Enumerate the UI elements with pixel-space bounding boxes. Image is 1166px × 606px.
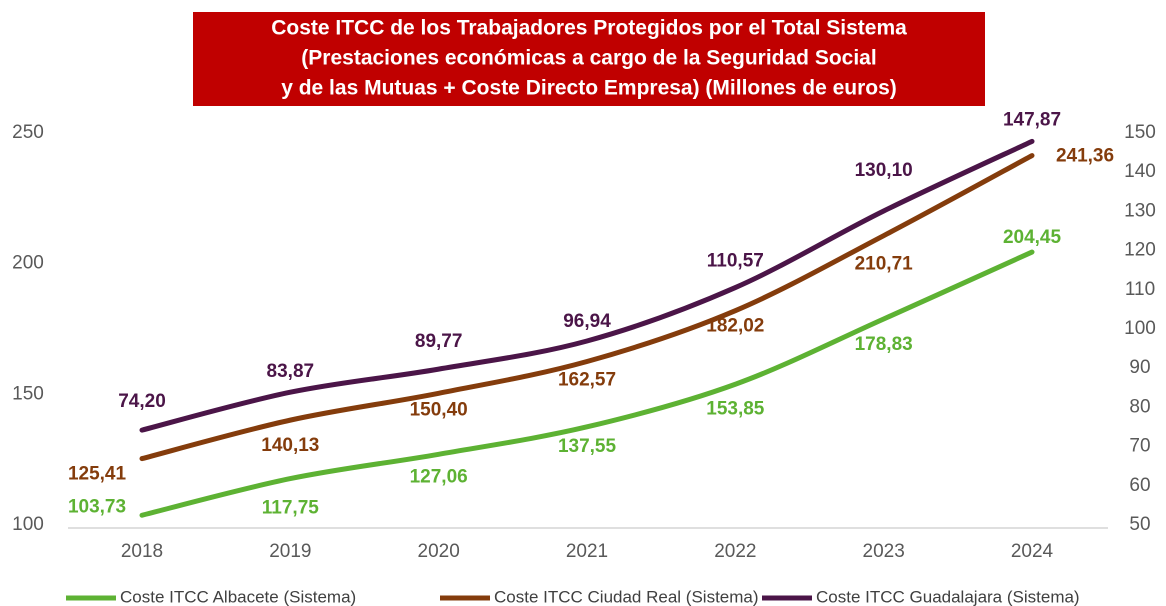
data-label: 140,13 [261,435,319,456]
series-line [139,153,1035,462]
y2-tick-label: 100 [1124,318,1156,339]
data-label: 178,83 [855,334,913,355]
data-label: 147,87 [1003,109,1061,130]
data-label: 83,87 [267,361,315,382]
y2-tick-label: 140 [1124,161,1156,182]
data-label: 150,40 [410,399,468,420]
data-label: 137,55 [558,436,617,457]
data-label: 127,06 [410,466,468,487]
data-label: 153,85 [706,398,765,419]
data-label: 117,75 [262,498,319,519]
data-label: 89,77 [415,331,463,352]
x-tick-label: 2023 [863,541,905,562]
y2-tick-label: 80 [1129,396,1150,417]
x-tick-label: 2019 [269,541,311,562]
data-label: 182,02 [706,316,764,337]
x-tick-label: 2024 [1011,541,1054,562]
x-tick-label: 2018 [121,541,163,562]
data-label: 103,73 [68,496,126,517]
y2-tick-label: 90 [1129,357,1150,378]
y-tick-label: 250 [12,122,44,143]
title-box [193,12,985,106]
y2-tick-label: 150 [1124,122,1156,143]
x-tick-label: 2022 [714,541,756,562]
legend-label: Coste ITCC Ciudad Real (Sistema) [494,587,759,606]
data-label: 74,20 [118,391,166,412]
series-line [139,138,1035,433]
y-tick-label: 200 [12,253,44,274]
y2-tick-label: 50 [1129,514,1150,535]
y2-tick-label: 120 [1124,240,1156,261]
chart-title: (Prestaciones económicas a cargo de la S… [301,47,876,70]
series-line [139,249,1035,518]
y2-tick-label: 70 [1129,436,1150,457]
data-label: 125,41 [68,464,127,485]
x-tick-label: 2021 [566,541,608,562]
y2-tick-label: 60 [1129,475,1150,496]
x-tick-label: 2020 [418,541,460,562]
y-tick-label: 100 [12,514,44,535]
y2-tick-label: 110 [1125,279,1155,300]
chart-title: y de las Mutuas + Coste Directo Empresa)… [281,77,897,100]
data-label: 204,45 [1003,227,1062,248]
legend-label: Coste ITCC Guadalajara (Sistema) [816,587,1080,606]
data-label: 96,94 [563,311,611,332]
y2-tick-label: 130 [1124,200,1156,221]
data-label: 210,71 [855,254,914,275]
y-tick-label: 150 [12,383,44,404]
data-label: 130,10 [855,160,913,181]
data-label: 241,36 [1056,146,1114,167]
legend-label: Coste ITCC Albacete (Sistema) [120,587,356,606]
data-label: 162,57 [558,369,616,390]
data-label: 110,57 [707,251,764,272]
chart-title: Coste ITCC de los Trabajadores Protegido… [271,17,907,40]
